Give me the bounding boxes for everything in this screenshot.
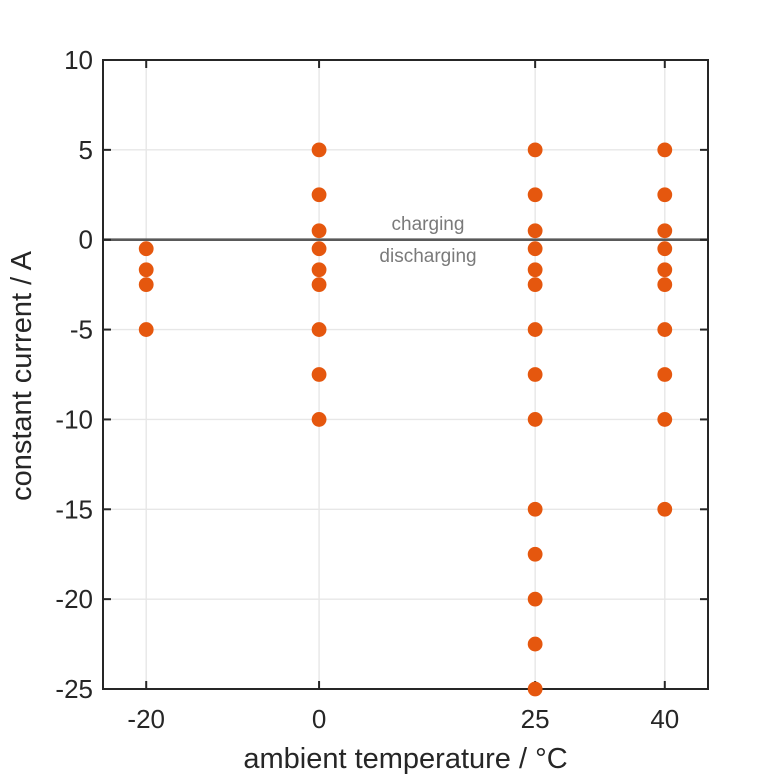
data-point: [527, 277, 543, 293]
data-point: [138, 277, 154, 293]
data-point: [657, 322, 673, 337]
x-axis-label: ambient temperature / °C: [243, 743, 568, 775]
y-tick-label: 5: [79, 135, 93, 165]
data-point: [138, 322, 154, 337]
data-point: [311, 241, 327, 257]
data-point: [527, 636, 543, 652]
data-point: [527, 187, 543, 203]
data-point: [657, 142, 673, 158]
data-point: [311, 262, 327, 278]
x-tick-label: 0: [312, 704, 326, 734]
data-point: [657, 262, 673, 278]
data-point: [311, 187, 327, 203]
data-point: [527, 501, 543, 517]
data-point: [138, 262, 154, 278]
data-point: [527, 367, 543, 382]
data-point: [657, 367, 673, 382]
data-point: [527, 546, 543, 562]
data-point: [527, 322, 543, 337]
y-tick-label: -5: [70, 315, 93, 345]
data-point: [657, 277, 673, 293]
data-point: [527, 681, 543, 697]
data-point: [657, 223, 673, 239]
y-tick-label: -10: [55, 404, 93, 434]
data-point: [311, 142, 327, 158]
data-point: [657, 501, 673, 517]
data-point: [311, 322, 327, 337]
data-point: [527, 223, 543, 239]
y-tick-label: 0: [79, 225, 93, 255]
y-tick-label: -25: [55, 674, 93, 704]
data-point: [657, 187, 673, 203]
data-point: [527, 412, 543, 427]
y-axis-label: constant current / A: [6, 251, 38, 501]
data-point: [527, 591, 543, 607]
y-tick-label: -15: [55, 494, 93, 524]
data-point: [527, 262, 543, 278]
discharging-annotation: discharging: [379, 246, 477, 267]
charging-annotation: charging: [391, 214, 465, 235]
plot-border: [102, 59, 709, 690]
data-point: [311, 223, 327, 239]
data-point: [138, 241, 154, 257]
x-tick-label: 25: [521, 704, 550, 734]
x-tick-label: 40: [650, 704, 679, 734]
data-point: [657, 241, 673, 257]
data-point: [311, 412, 327, 427]
x-tick-label: -20: [127, 704, 165, 734]
data-point: [311, 277, 327, 293]
y-tick-label: -20: [55, 584, 93, 614]
data-point: [527, 241, 543, 257]
data-point: [311, 367, 327, 382]
data-point: [657, 412, 673, 427]
data-point: [527, 142, 543, 158]
y-tick-label: 10: [64, 45, 93, 75]
